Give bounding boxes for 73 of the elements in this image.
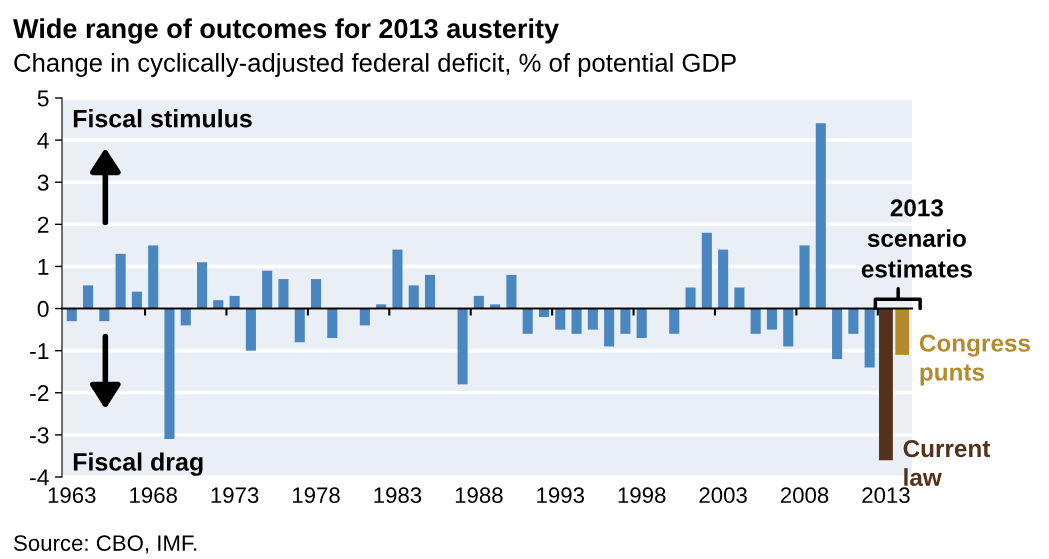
bar — [832, 308, 843, 360]
bar — [213, 300, 224, 309]
bar — [750, 308, 761, 334]
bar — [669, 308, 680, 334]
x-tick-label: 2013 — [862, 487, 910, 504]
bar — [879, 308, 893, 461]
x-tick-label: 1973 — [211, 487, 259, 504]
annotation: 2013 scenario estimates — [861, 199, 972, 278]
y-tick-label: 1 — [38, 258, 49, 275]
bar — [636, 308, 647, 339]
annotation: Fiscal drag — [73, 452, 203, 476]
y-tick-label: -4 — [30, 469, 49, 486]
bar — [115, 253, 126, 309]
bar — [294, 308, 305, 343]
x-tick-label: 1963 — [48, 487, 96, 504]
bar — [131, 291, 142, 309]
bar — [327, 308, 338, 339]
bar — [864, 308, 875, 368]
series-label: Current law — [903, 439, 991, 486]
bar — [245, 308, 256, 351]
y-tick-label: 0 — [37, 300, 49, 318]
bar — [620, 308, 631, 334]
bar — [766, 308, 778, 330]
y-tick-label: 5 — [37, 90, 49, 107]
bar — [229, 295, 240, 309]
bar — [424, 274, 436, 309]
y-tick-label: 3 — [37, 174, 49, 191]
source-note: Source: CBO, IMF. — [14, 535, 197, 554]
y-tick-label: -2 — [30, 385, 49, 402]
bar — [783, 308, 794, 347]
bar — [278, 279, 289, 309]
series-label: Congress punts — [919, 334, 1030, 386]
bar — [506, 274, 517, 309]
y-tick-label: 4 — [37, 132, 49, 149]
y-tick-label: -3 — [30, 427, 49, 444]
x-tick-label: 1978 — [293, 487, 340, 504]
bar — [555, 308, 566, 330]
bar — [895, 308, 910, 355]
bar — [83, 285, 94, 309]
bar — [262, 270, 273, 309]
bar — [848, 308, 859, 334]
bar — [148, 245, 159, 309]
bar — [408, 285, 419, 309]
y-tick-label: 2 — [37, 216, 49, 233]
y-tick-label: -1 — [30, 343, 49, 359]
bar — [490, 304, 501, 309]
x-tick-label: 1988 — [455, 487, 503, 504]
bar — [376, 304, 387, 309]
bar — [734, 287, 745, 309]
x-tick-label: 1983 — [374, 487, 422, 504]
x-tick-label: 1968 — [130, 487, 177, 504]
chart-title: Wide range of outcomes for 2013 austerity — [13, 18, 559, 44]
bar — [685, 287, 696, 309]
bar — [522, 308, 533, 334]
annotation: Fiscal stimulus — [73, 109, 252, 128]
bar — [571, 308, 582, 334]
bar — [457, 308, 468, 385]
bar — [587, 308, 598, 330]
bar — [310, 279, 322, 309]
x-tick-label: 1993 — [537, 487, 585, 504]
bar — [701, 232, 712, 309]
bar — [392, 249, 403, 309]
chart-subtitle: Change in cyclically-adjusted federal deficit, % of potential GDP — [14, 53, 736, 77]
bar — [718, 249, 729, 309]
x-tick-label: 2003 — [699, 487, 747, 504]
bar — [473, 295, 484, 309]
bar — [815, 123, 826, 309]
bar — [604, 308, 615, 347]
x-tick-label: 2008 — [780, 487, 829, 504]
bar — [164, 308, 175, 440]
x-tick-label: 1998 — [618, 487, 666, 504]
bar — [799, 245, 810, 309]
bar — [196, 262, 208, 309]
